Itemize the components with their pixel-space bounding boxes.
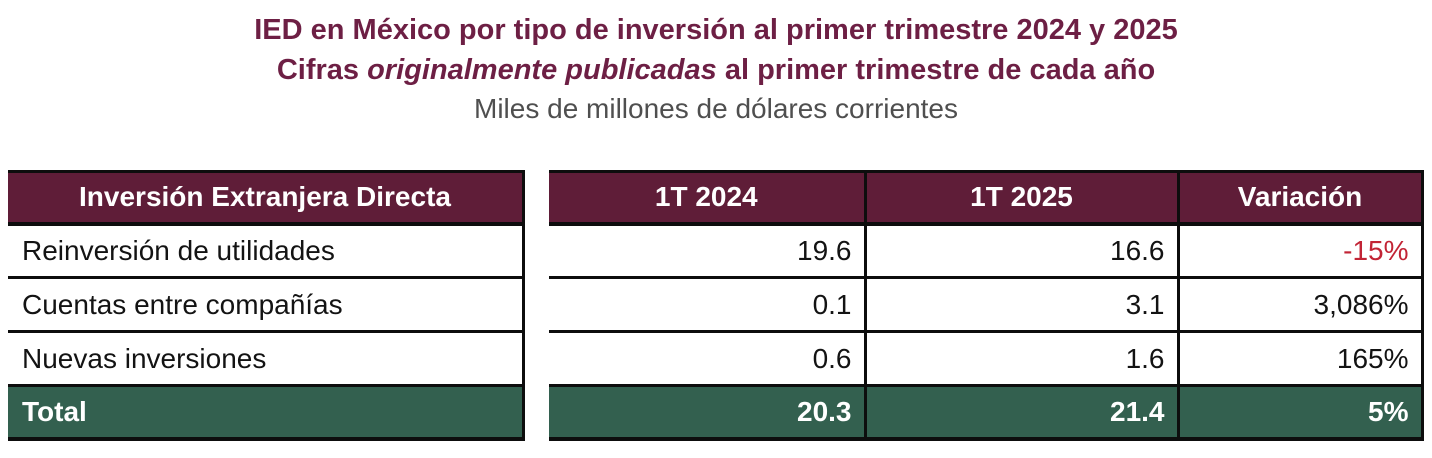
row-label: Reinversión de utilidades <box>8 222 525 279</box>
column-header-1t2024: 1T 2024 <box>549 170 867 226</box>
subtitle-line: Cifras originalmente publicadas al prime… <box>0 50 1432 90</box>
value-2025: 16.6 <box>863 222 1180 279</box>
table-row: Nuevas inversiones <box>8 330 525 387</box>
ied-tables: Inversión Extranjera Directa Reinversión… <box>8 170 1424 441</box>
value-2024: 19.6 <box>549 222 867 279</box>
total-row: 20.3 21.4 5% <box>549 384 1424 441</box>
row-label: Cuentas entre compañías <box>8 276 525 333</box>
row-label: Nuevas inversiones <box>8 330 525 387</box>
value-variation: 3,086% <box>1176 276 1424 333</box>
category-header-cell: Inversión Extranjera Directa <box>8 170 525 226</box>
table-row: 19.6 16.6 -15% <box>549 222 1424 279</box>
subtitle-prefix: Cifras <box>276 54 368 86</box>
value-variation: 165% <box>1176 330 1424 387</box>
table-row: 0.6 1.6 165% <box>549 330 1424 387</box>
total-label: Total <box>8 384 525 441</box>
units-caption: Miles de millones de dólares corrientes <box>474 93 958 124</box>
values-table: 1T 2024 1T 2025 Variación 19.6 16.6 -15%… <box>549 170 1424 441</box>
category-table: Inversión Extranjera Directa Reinversión… <box>8 170 525 441</box>
column-header-variacion: Variación <box>1176 170 1424 226</box>
value-2024: 0.1 <box>549 276 867 333</box>
table-row: Cuentas entre compañías <box>8 276 525 333</box>
value-variation: -15% <box>1176 222 1424 279</box>
subtitle-suffix: al primer trimestre de cada año <box>716 54 1156 86</box>
total-row: Total <box>8 384 525 441</box>
table-header-row: 1T 2024 1T 2025 Variación <box>549 170 1424 226</box>
title-block: IED en México por tipo de inversión al p… <box>0 10 1432 128</box>
table-row: Reinversión de utilidades <box>8 222 525 279</box>
table-row: 0.1 3.1 3,086% <box>549 276 1424 333</box>
value-2025: 1.6 <box>863 330 1180 387</box>
total-2025: 21.4 <box>863 384 1180 441</box>
total-variation: 5% <box>1176 384 1424 441</box>
table-header-row: Inversión Extranjera Directa <box>8 170 525 226</box>
total-2024: 20.3 <box>549 384 867 441</box>
value-2024: 0.6 <box>549 330 867 387</box>
subtitle-italic: originalmente publicadas <box>367 54 717 86</box>
column-header-1t2025: 1T 2025 <box>863 170 1180 226</box>
value-2025: 3.1 <box>863 276 1180 333</box>
main-title: IED en México por tipo de inversión al p… <box>254 14 1178 46</box>
